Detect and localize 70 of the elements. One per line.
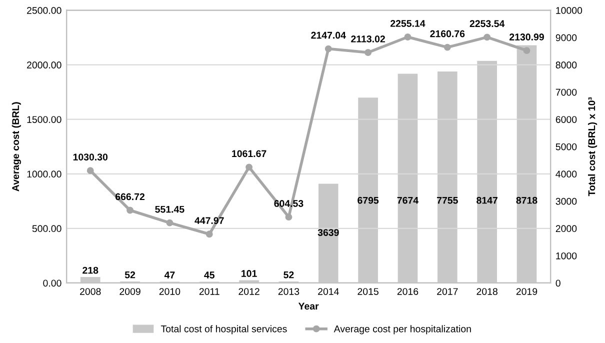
y-tick-label: 2500.00 [27,7,62,14]
data-label: 101 [242,270,257,277]
point [484,34,491,41]
point [126,206,134,214]
y2-tick-label: 8000 [556,62,577,68]
y-tick-label: 0.00 [43,280,62,287]
y-axis-title: Average cost (BRL) [12,102,21,192]
y2-tick-label: 0 [556,280,560,287]
y2-axis-title: Total cost (BRL) x 10³ [588,97,598,196]
data-label: 2253.54 [470,20,505,28]
y-tick-label: 1500.00 [27,116,62,123]
x-tick-label: 2019 [516,288,538,295]
data-label: 218 [82,266,98,274]
data-label: 2160.76 [430,30,465,38]
x-tick-label: 2013 [278,288,300,295]
y-tick-label: 500.00 [32,225,62,232]
y2-tick-label: 9000 [556,34,577,42]
x-tick-label: 2016 [397,288,418,295]
y2-tick-label: 1000 [556,252,577,260]
data-label: 1030.30 [73,154,108,161]
data-label: 604.53 [274,200,304,207]
data-label: 52 [284,271,294,278]
data-label: 551.45 [155,206,184,213]
data-label: 2130.99 [510,34,544,40]
x-tick-label: 2014 [318,288,339,295]
data-label: 52 [124,271,136,278]
y2-tick-label: 3000 [556,198,577,205]
point [324,45,332,52]
data-label: 2255.14 [390,20,426,27]
data-label: 2113.02 [351,36,385,42]
data-label: 45 [204,272,215,278]
x-tick-label: 2018 [476,288,498,295]
data-label: 3639 [318,229,339,236]
x-axis-title: Year [298,302,319,310]
y2-tick-label: 6000 [556,116,577,123]
x-tick-label: 2010 [159,288,180,295]
x-tick-label: 2009 [120,288,140,295]
point [206,230,213,238]
data-label: 6795 [358,196,379,204]
data-label: 7674 [397,196,418,204]
point [523,47,530,54]
data-label: 447.97 [194,217,224,224]
y2-tick-label: 5000 [556,143,577,150]
data-label: 8147 [476,196,498,204]
data-label: 666.72 [116,193,145,200]
point [246,164,253,171]
data-label: 2147.04 [311,32,346,39]
y2-tick-label: 2000 [556,225,577,232]
x-tick-label: 2012 [238,288,260,295]
point [86,167,94,174]
x-tick-label: 2008 [80,288,101,295]
y-tick-label: 1000.00 [27,170,62,178]
y2-tick-label: 7000 [556,88,577,96]
x-tick-label: 2011 [199,288,220,295]
point [285,214,292,221]
y2-tick-label: 10000 [556,7,582,14]
point [364,49,372,56]
point [166,219,174,226]
y-tick-label: 2000.00 [27,62,62,68]
data-label: 47 [164,272,175,278]
legend-label: Average cost per hospitalization [334,325,471,334]
data-label: 1061.67 [232,150,266,158]
point [444,44,451,51]
x-tick-label: 2015 [358,288,378,295]
point [404,34,412,40]
x-tick-label: 2017 [437,288,458,295]
data-label: 7755 [437,196,458,204]
legend-label: Total cost of hospital services [160,325,287,334]
y2-tick-label: 4000 [556,170,577,178]
data-label: 8718 [516,196,538,204]
